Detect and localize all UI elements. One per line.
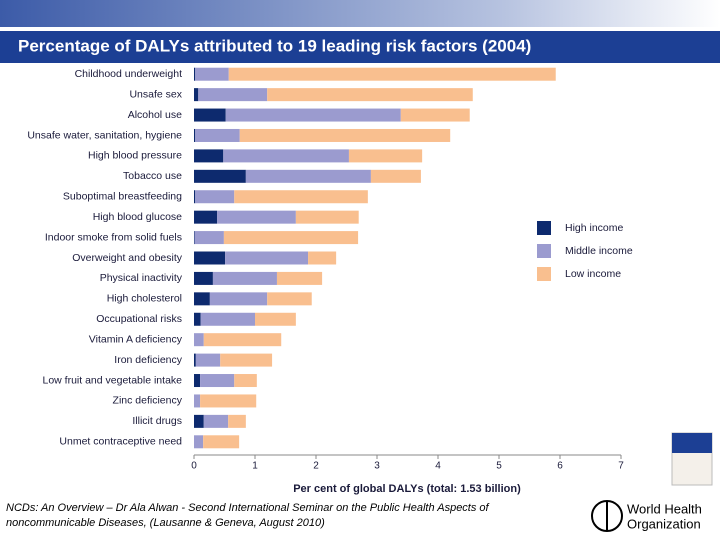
- bar-segment: [194, 190, 196, 204]
- category-label: High blood pressure: [88, 150, 182, 162]
- bar-segment: [194, 149, 224, 163]
- bar-segment: [209, 292, 268, 306]
- bar-segment: [194, 88, 199, 102]
- category-label: Indoor smoke from solid fuels: [45, 231, 182, 243]
- category-label: Iron deficiency: [114, 354, 182, 366]
- legend-label: Middle income: [565, 245, 633, 257]
- bar-segment: [194, 108, 226, 122]
- bar-segment: [220, 353, 273, 367]
- legend-label: Low income: [565, 268, 621, 280]
- category-label: Alcohol use: [128, 109, 182, 121]
- bar-segment: [198, 88, 268, 102]
- legend-label: High income: [565, 222, 624, 234]
- category-label: Illicit drugs: [132, 415, 182, 427]
- bar-segment: [225, 251, 309, 265]
- category-label: Physical inactivity: [100, 272, 183, 284]
- bar-segment: [194, 394, 201, 408]
- bar-segment: [228, 414, 246, 428]
- bar-segment: [200, 374, 235, 388]
- x-axis-label: Per cent of global DALYs (total: 1.53 bi…: [293, 483, 521, 495]
- x-tick-label: 4: [435, 461, 441, 472]
- category-label: Unsafe water, sanitation, hygiene: [27, 129, 182, 141]
- bar-segment: [195, 67, 229, 81]
- category-label: Tobacco use: [123, 170, 182, 182]
- category-label: Zinc deficiency: [113, 395, 183, 407]
- report-thumbnail-band: [672, 433, 712, 453]
- category-label: Unmet contraceptive need: [59, 436, 182, 448]
- bar-segment: [194, 210, 218, 224]
- who-emblem: [591, 500, 623, 532]
- category-label: Vitamin A deficiency: [89, 333, 183, 345]
- category-label: Low fruit and vegetable intake: [42, 374, 182, 386]
- bar-segment: [245, 169, 371, 183]
- bar-segment: [194, 251, 226, 265]
- bar-segment: [239, 128, 451, 142]
- bar-segment: [194, 128, 196, 142]
- bar-segment: [267, 88, 473, 102]
- bar-segment: [203, 414, 229, 428]
- bar-segment: [194, 333, 204, 347]
- bar-segment: [400, 108, 470, 122]
- bar-segment: [234, 190, 368, 204]
- bar-segment: [308, 251, 337, 265]
- bar-segment: [194, 231, 224, 245]
- bar-segment: [228, 67, 556, 81]
- x-tick-label: 5: [496, 461, 502, 472]
- bar-segment: [348, 149, 423, 163]
- bar-segment: [203, 333, 282, 347]
- bar-segment: [370, 169, 421, 183]
- x-tick-label: 6: [557, 461, 563, 472]
- bar-segment: [276, 271, 323, 285]
- bar-segment: [194, 271, 213, 285]
- x-tick-label: 3: [374, 461, 380, 472]
- bar-segment: [194, 312, 201, 326]
- category-label: High blood glucose: [93, 211, 182, 223]
- bar-segment: [194, 169, 246, 183]
- bar-segment: [223, 231, 359, 245]
- bar-segment: [255, 312, 296, 326]
- x-tick-label: 7: [618, 461, 624, 472]
- slide-title: Percentage of DALYs attributed to 19 lea…: [18, 36, 531, 55]
- bar-segment: [212, 271, 277, 285]
- bar-segment: [194, 374, 201, 388]
- bar-segment: [234, 374, 257, 388]
- bar-segment: [194, 231, 195, 245]
- x-tick-label: 0: [191, 461, 197, 472]
- header-strip: [0, 0, 720, 27]
- bar-segment: [200, 394, 257, 408]
- footer-line: noncommunicable Diseases, (Lausanne & Ge…: [6, 517, 325, 529]
- bar-segment: [203, 435, 240, 449]
- bar-segment: [194, 67, 196, 81]
- bar-segment: [267, 292, 312, 306]
- bar-segment: [225, 108, 401, 122]
- category-label: Suboptimal breastfeeding: [63, 191, 182, 203]
- title-bar: [0, 31, 720, 63]
- footer-line: NCDs: An Overview – Dr Ala Alwan - Secon…: [6, 502, 490, 514]
- x-tick-label: 1: [252, 461, 258, 472]
- category-label: Unsafe sex: [129, 88, 182, 100]
- bar-segment: [195, 128, 240, 142]
- bar-segment: [223, 149, 349, 163]
- bar-segment: [295, 210, 359, 224]
- bar-segment: [194, 292, 210, 306]
- category-label: Occupational risks: [96, 313, 182, 325]
- legend-swatch: [537, 221, 551, 235]
- bar-segment: [200, 312, 255, 326]
- legend-swatch: [537, 244, 551, 258]
- bar-segment: [195, 190, 235, 204]
- category-label: Overweight and obesity: [72, 252, 182, 264]
- bar-segment: [195, 353, 221, 367]
- bar-segment: [194, 414, 204, 428]
- category-label: High cholesterol: [107, 293, 182, 305]
- legend-swatch: [537, 267, 551, 281]
- x-tick-label: 2: [313, 461, 319, 472]
- category-label: Childhood underweight: [75, 68, 182, 80]
- bar-segment: [194, 435, 204, 449]
- bar-segment: [217, 210, 296, 224]
- logo-text: Organization: [627, 516, 701, 531]
- logo-text: World Health: [627, 501, 702, 516]
- bar-segment: [194, 353, 196, 367]
